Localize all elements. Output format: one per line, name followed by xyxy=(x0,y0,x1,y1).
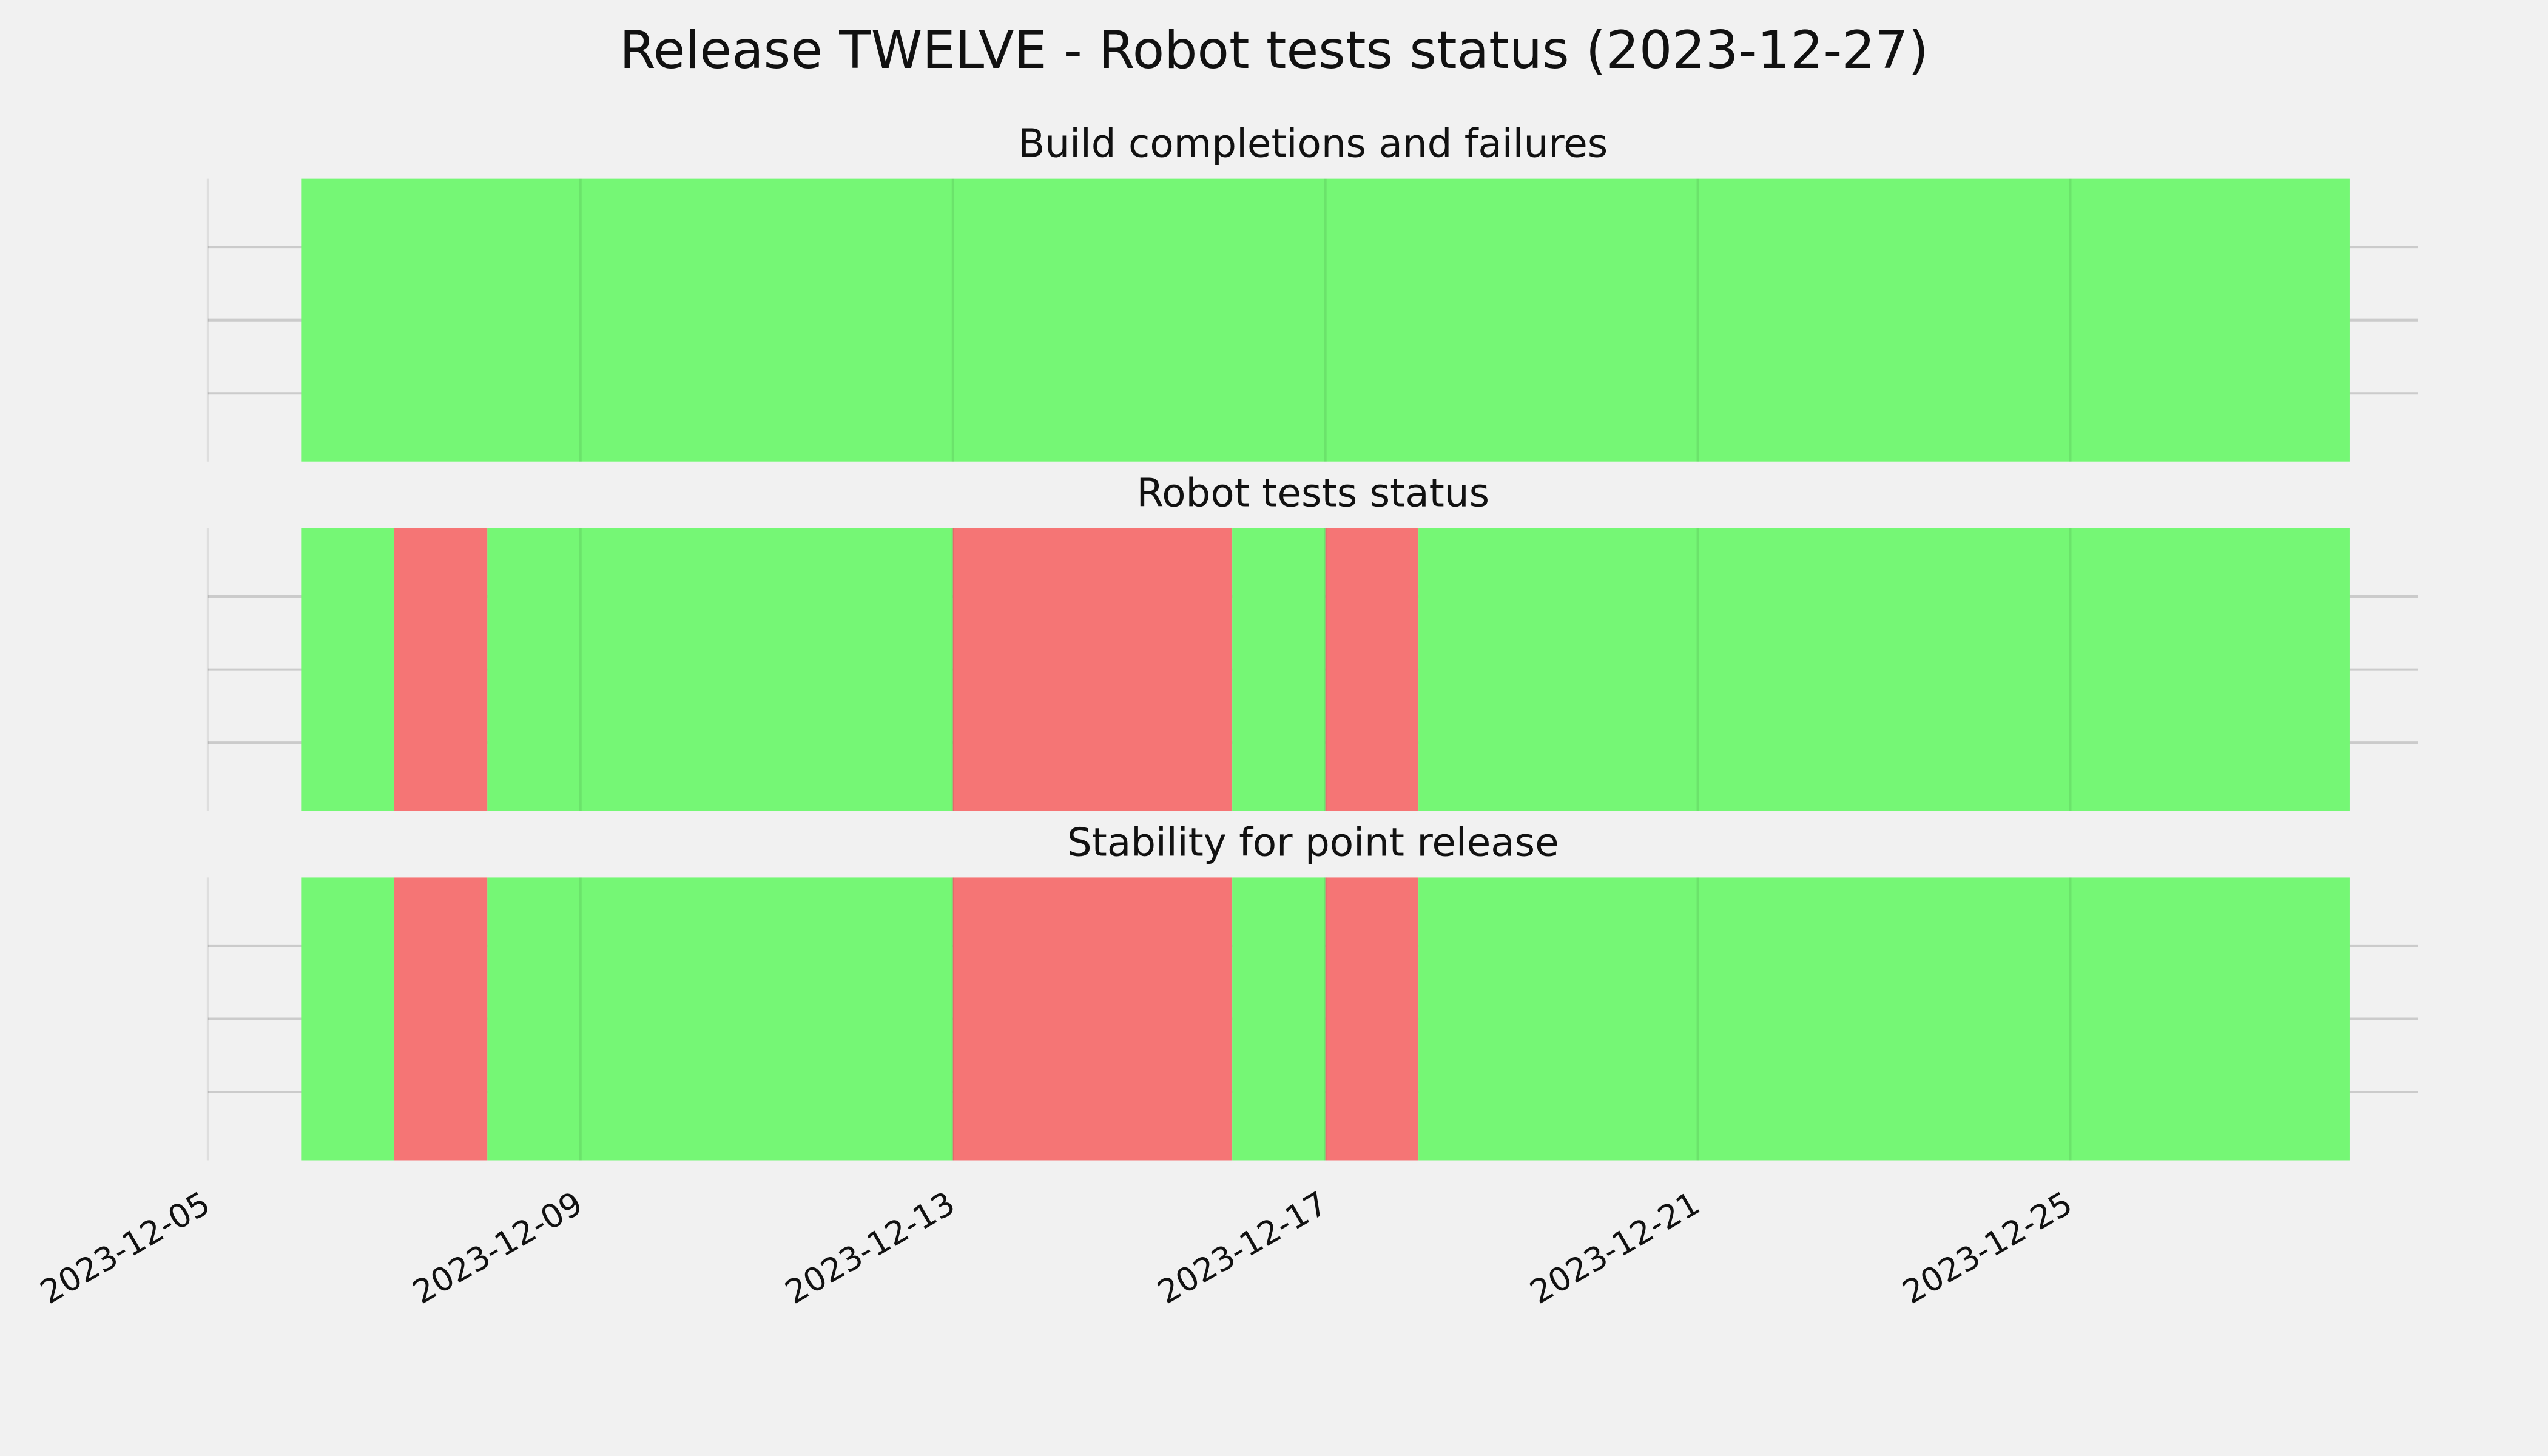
status-span xyxy=(301,178,2350,462)
status-span xyxy=(394,528,488,811)
status-span xyxy=(1232,528,1326,811)
status-span xyxy=(952,528,1233,811)
status-span xyxy=(1418,877,2350,1161)
status-span xyxy=(487,877,953,1161)
status-span xyxy=(301,528,394,811)
panel-title: Robot tests status xyxy=(1136,471,1489,516)
status-span xyxy=(1325,877,1419,1161)
status-span xyxy=(1418,528,2350,811)
status-span xyxy=(1325,528,1419,811)
status-span xyxy=(301,877,394,1161)
panel-title: Build completions and failures xyxy=(1018,121,1608,167)
status-span xyxy=(394,877,488,1161)
status-span xyxy=(487,528,953,811)
status-span xyxy=(1232,877,1326,1161)
status-span xyxy=(952,877,1233,1161)
chart-title: Release TWELVE - Robot tests status (202… xyxy=(619,20,1929,81)
panel-title: Stability for point release xyxy=(1067,820,1559,865)
